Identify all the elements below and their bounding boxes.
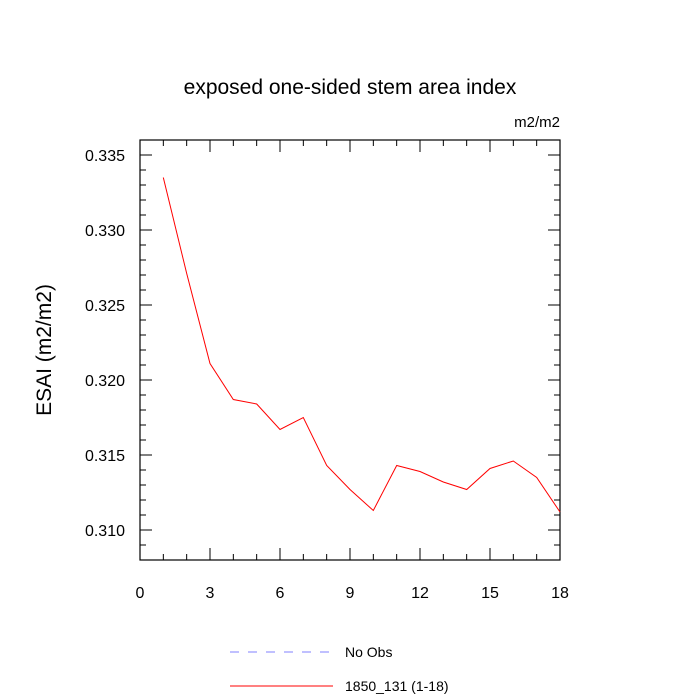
units-label: m2/m2 [514,114,560,131]
y-tick-label: 0.330 [85,223,125,240]
chart-title: exposed one-sided stem area index [184,76,517,99]
x-tick-label: 15 [481,585,499,602]
y-tick-label: 0.310 [85,523,125,540]
legend-label-no-obs: No Obs [345,644,392,660]
y-tick-label: 0.335 [85,148,125,165]
y-axis-label: ESAI (m2/m2) [33,284,56,416]
legend: No Obs 1850_131 (1-18) [230,644,449,694]
x-tick-label: 0 [136,585,145,602]
y-tick-label: 0.325 [85,298,125,315]
x-tick-label: 12 [411,585,429,602]
legend-label-series: 1850_131 (1-18) [345,678,449,694]
x-tick-label: 9 [346,585,355,602]
x-tick-label: 3 [206,585,215,602]
plot-frame [139,139,561,561]
x-tick-label: 6 [276,585,285,602]
series-line [162,177,561,513]
y-tick-label: 0.315 [85,448,125,465]
y-tick-label: 0.320 [85,373,125,390]
plot-area: 0 3 6 9 12 15 18 0.310 0.315 0.320 0.325 0.330 0.335 [85,139,569,602]
x-tick-label: 18 [551,585,569,602]
